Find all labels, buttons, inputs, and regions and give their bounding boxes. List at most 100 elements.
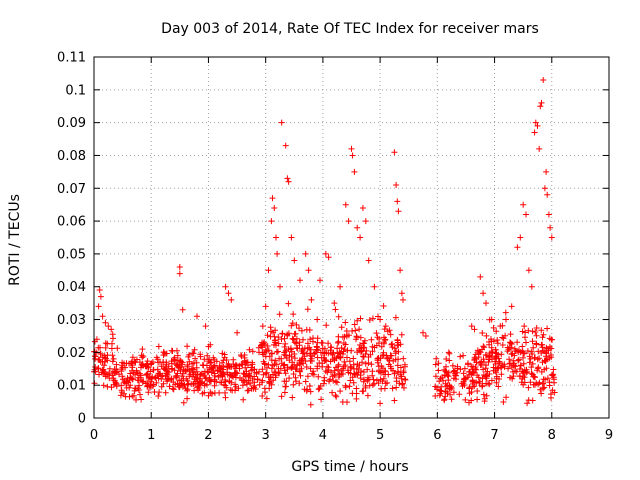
data-point: [490, 364, 497, 371]
data-point: [348, 145, 355, 152]
data-point: [302, 358, 309, 365]
data-point: [191, 346, 198, 353]
data-point: [275, 334, 282, 341]
y-tick-label: 0: [78, 412, 86, 427]
data-point: [302, 378, 309, 385]
data-point: [347, 363, 354, 370]
data-point: [238, 377, 245, 383]
data-point: [528, 364, 535, 371]
data-point: [483, 300, 489, 307]
data-point: [241, 352, 248, 358]
data-point: [123, 380, 129, 387]
x-tick-label: 6: [433, 428, 441, 443]
data-point: [486, 341, 493, 348]
data-point: [332, 378, 339, 385]
data-point: [449, 362, 456, 369]
data-point: [530, 344, 537, 351]
data-point: [171, 354, 178, 361]
data-point: [339, 351, 346, 357]
data-point: [324, 363, 331, 370]
data-point: [232, 387, 238, 394]
data-point: [333, 393, 340, 400]
y-tick-label: 0.07: [57, 182, 86, 197]
data-point: [113, 361, 120, 368]
data-point: [483, 362, 489, 369]
data-point: [520, 201, 527, 208]
data-point: [155, 343, 162, 350]
data-point: [249, 348, 256, 355]
data-point: [498, 371, 505, 378]
data-point: [472, 351, 479, 358]
data-point: [302, 250, 309, 257]
data-point: [436, 392, 443, 399]
data-point: [361, 337, 368, 344]
data-point: [481, 359, 487, 365]
data-point: [163, 361, 170, 368]
data-point: [305, 267, 312, 274]
data-point: [139, 354, 146, 361]
data-point: [393, 182, 400, 188]
y-tick-label: 0.03: [57, 313, 86, 328]
data-point: [96, 287, 103, 293]
axis-ticks: 0 1 2 3 4 5 6 7 8 9 0 0.01 0.02 0.03 0.04 0.05 0.06 0.07 0…: [57, 51, 613, 444]
data-point: [348, 347, 355, 354]
data-point: [145, 364, 152, 371]
data-point: [101, 362, 108, 369]
data-point: [493, 355, 500, 362]
data-point: [531, 354, 538, 361]
data-point: [290, 371, 297, 377]
data-point: [450, 389, 457, 396]
data-point: [104, 352, 111, 359]
data-point: [114, 368, 121, 375]
data-point: [263, 348, 270, 355]
data-point: [539, 344, 546, 351]
data-point: [303, 350, 310, 357]
data-point: [148, 378, 155, 385]
data-point: [240, 396, 247, 403]
data-point: [143, 371, 150, 378]
data-point: [228, 296, 235, 303]
data-point: [235, 385, 242, 392]
data-point: [330, 356, 336, 363]
data-point: [102, 358, 108, 365]
data-point: [547, 224, 554, 231]
data-point: [338, 324, 345, 331]
data-point: [381, 326, 388, 333]
data-point: [285, 300, 292, 307]
data-point: [468, 323, 475, 330]
data-point: [300, 349, 307, 356]
data-point: [281, 389, 288, 396]
data-point: [402, 376, 408, 383]
data-point: [476, 348, 483, 355]
data-point: [545, 211, 552, 218]
data-point: [288, 322, 295, 329]
x-tick-label: 2: [204, 428, 212, 443]
data-point: [508, 341, 515, 347]
data-point: [138, 396, 145, 403]
data-point: [543, 353, 549, 360]
data-point: [200, 371, 207, 378]
data-point: [534, 122, 541, 129]
data-point: [228, 372, 235, 379]
data-point: [301, 345, 308, 352]
data-point: [303, 364, 310, 370]
data-point: [433, 355, 440, 362]
data-point: [276, 370, 283, 377]
data-point: [540, 331, 547, 338]
data-point: [248, 367, 255, 374]
data-point: [251, 366, 258, 373]
data-point: [534, 367, 541, 374]
data-point: [353, 333, 360, 340]
data-point: [306, 383, 313, 389]
y-tick-label: 0.04: [57, 280, 86, 295]
data-point: [516, 373, 523, 379]
data-point: [537, 386, 544, 393]
data-point: [384, 379, 391, 386]
data-point: [380, 349, 387, 356]
data-point: [150, 366, 157, 373]
data-point: [92, 364, 99, 370]
data-point: [303, 387, 310, 394]
data-point: [480, 290, 487, 297]
data-point: [387, 352, 394, 359]
